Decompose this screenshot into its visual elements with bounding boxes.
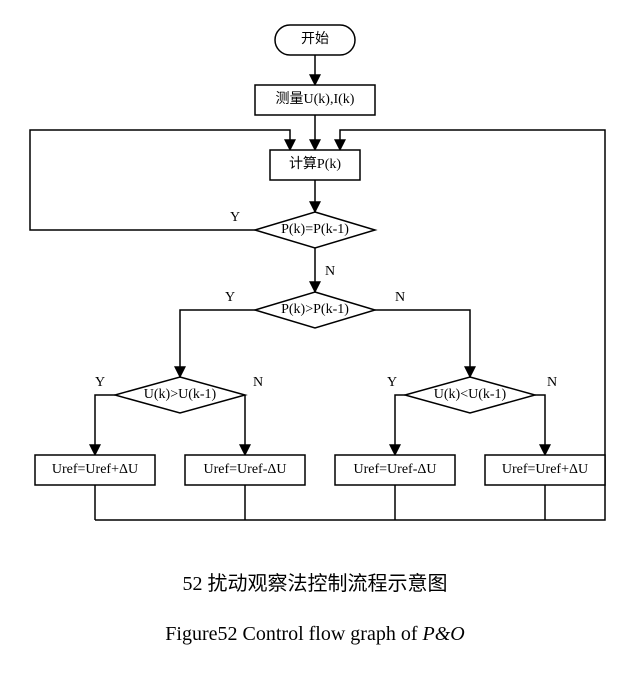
edge-6	[375, 310, 470, 377]
node-a1: Uref=Uref+ΔU	[35, 455, 155, 485]
edge-label-6: N	[395, 290, 405, 305]
caption-english: Figure52 Control flow graph of P&O	[165, 623, 464, 645]
node-a3: Uref=Uref-ΔU	[335, 455, 455, 485]
node-label-start: 开始	[301, 31, 329, 47]
node-start: 开始	[275, 25, 355, 55]
node-right_ult: U(k)<U(k-1)	[405, 377, 535, 413]
node-left_ugt: U(k)>U(k-1)	[115, 377, 245, 413]
edge-label-7: Y	[95, 375, 105, 390]
edge-10	[535, 395, 545, 455]
edge-5	[180, 310, 255, 377]
node-label-right_ult: U(k)<U(k-1)	[434, 387, 507, 402]
node-label-eq: P(k)=P(k-1)	[281, 222, 349, 237]
node-label-a4: Uref=Uref+ΔU	[502, 462, 588, 477]
flowchart-svg: N Y Y N Y N Y N 开始测量U(k),I(k) 计算P(k) P(k)=P(k-1) P(…	[0, 0, 630, 684]
edge-label-9: Y	[387, 375, 397, 390]
edge-label-5: Y	[225, 290, 235, 305]
node-a4: Uref=Uref+ΔU	[485, 455, 605, 485]
node-label-measure: 测量U(k),I(k)	[276, 91, 355, 107]
node-label-left_ugt: U(k)>U(k-1)	[144, 387, 217, 402]
edge-9	[395, 395, 405, 455]
node-label-gt: P(k)>P(k-1)	[281, 302, 349, 317]
edge-7	[95, 395, 115, 455]
edge-label-3: N	[325, 264, 335, 279]
node-gt: P(k)>P(k-1)	[255, 292, 375, 328]
edge-label-8: N	[253, 375, 263, 390]
node-label-calc: 计算P(k)	[289, 156, 341, 172]
node-measure: 测量U(k),I(k)	[255, 85, 375, 115]
node-label-a1: Uref=Uref+ΔU	[52, 462, 138, 477]
node-a2: Uref=Uref-ΔU	[185, 455, 305, 485]
node-label-a2: Uref=Uref-ΔU	[204, 462, 287, 477]
edge-label-10: N	[547, 375, 557, 390]
edge-label-4: Y	[230, 210, 240, 225]
node-eq: P(k)=P(k-1)	[255, 212, 375, 248]
edge-4	[30, 130, 290, 230]
node-calc: 计算P(k)	[270, 150, 360, 180]
caption-chinese: 52 扰动观察法控制流程示意图	[183, 572, 448, 595]
node-label-a3: Uref=Uref-ΔU	[354, 462, 437, 477]
